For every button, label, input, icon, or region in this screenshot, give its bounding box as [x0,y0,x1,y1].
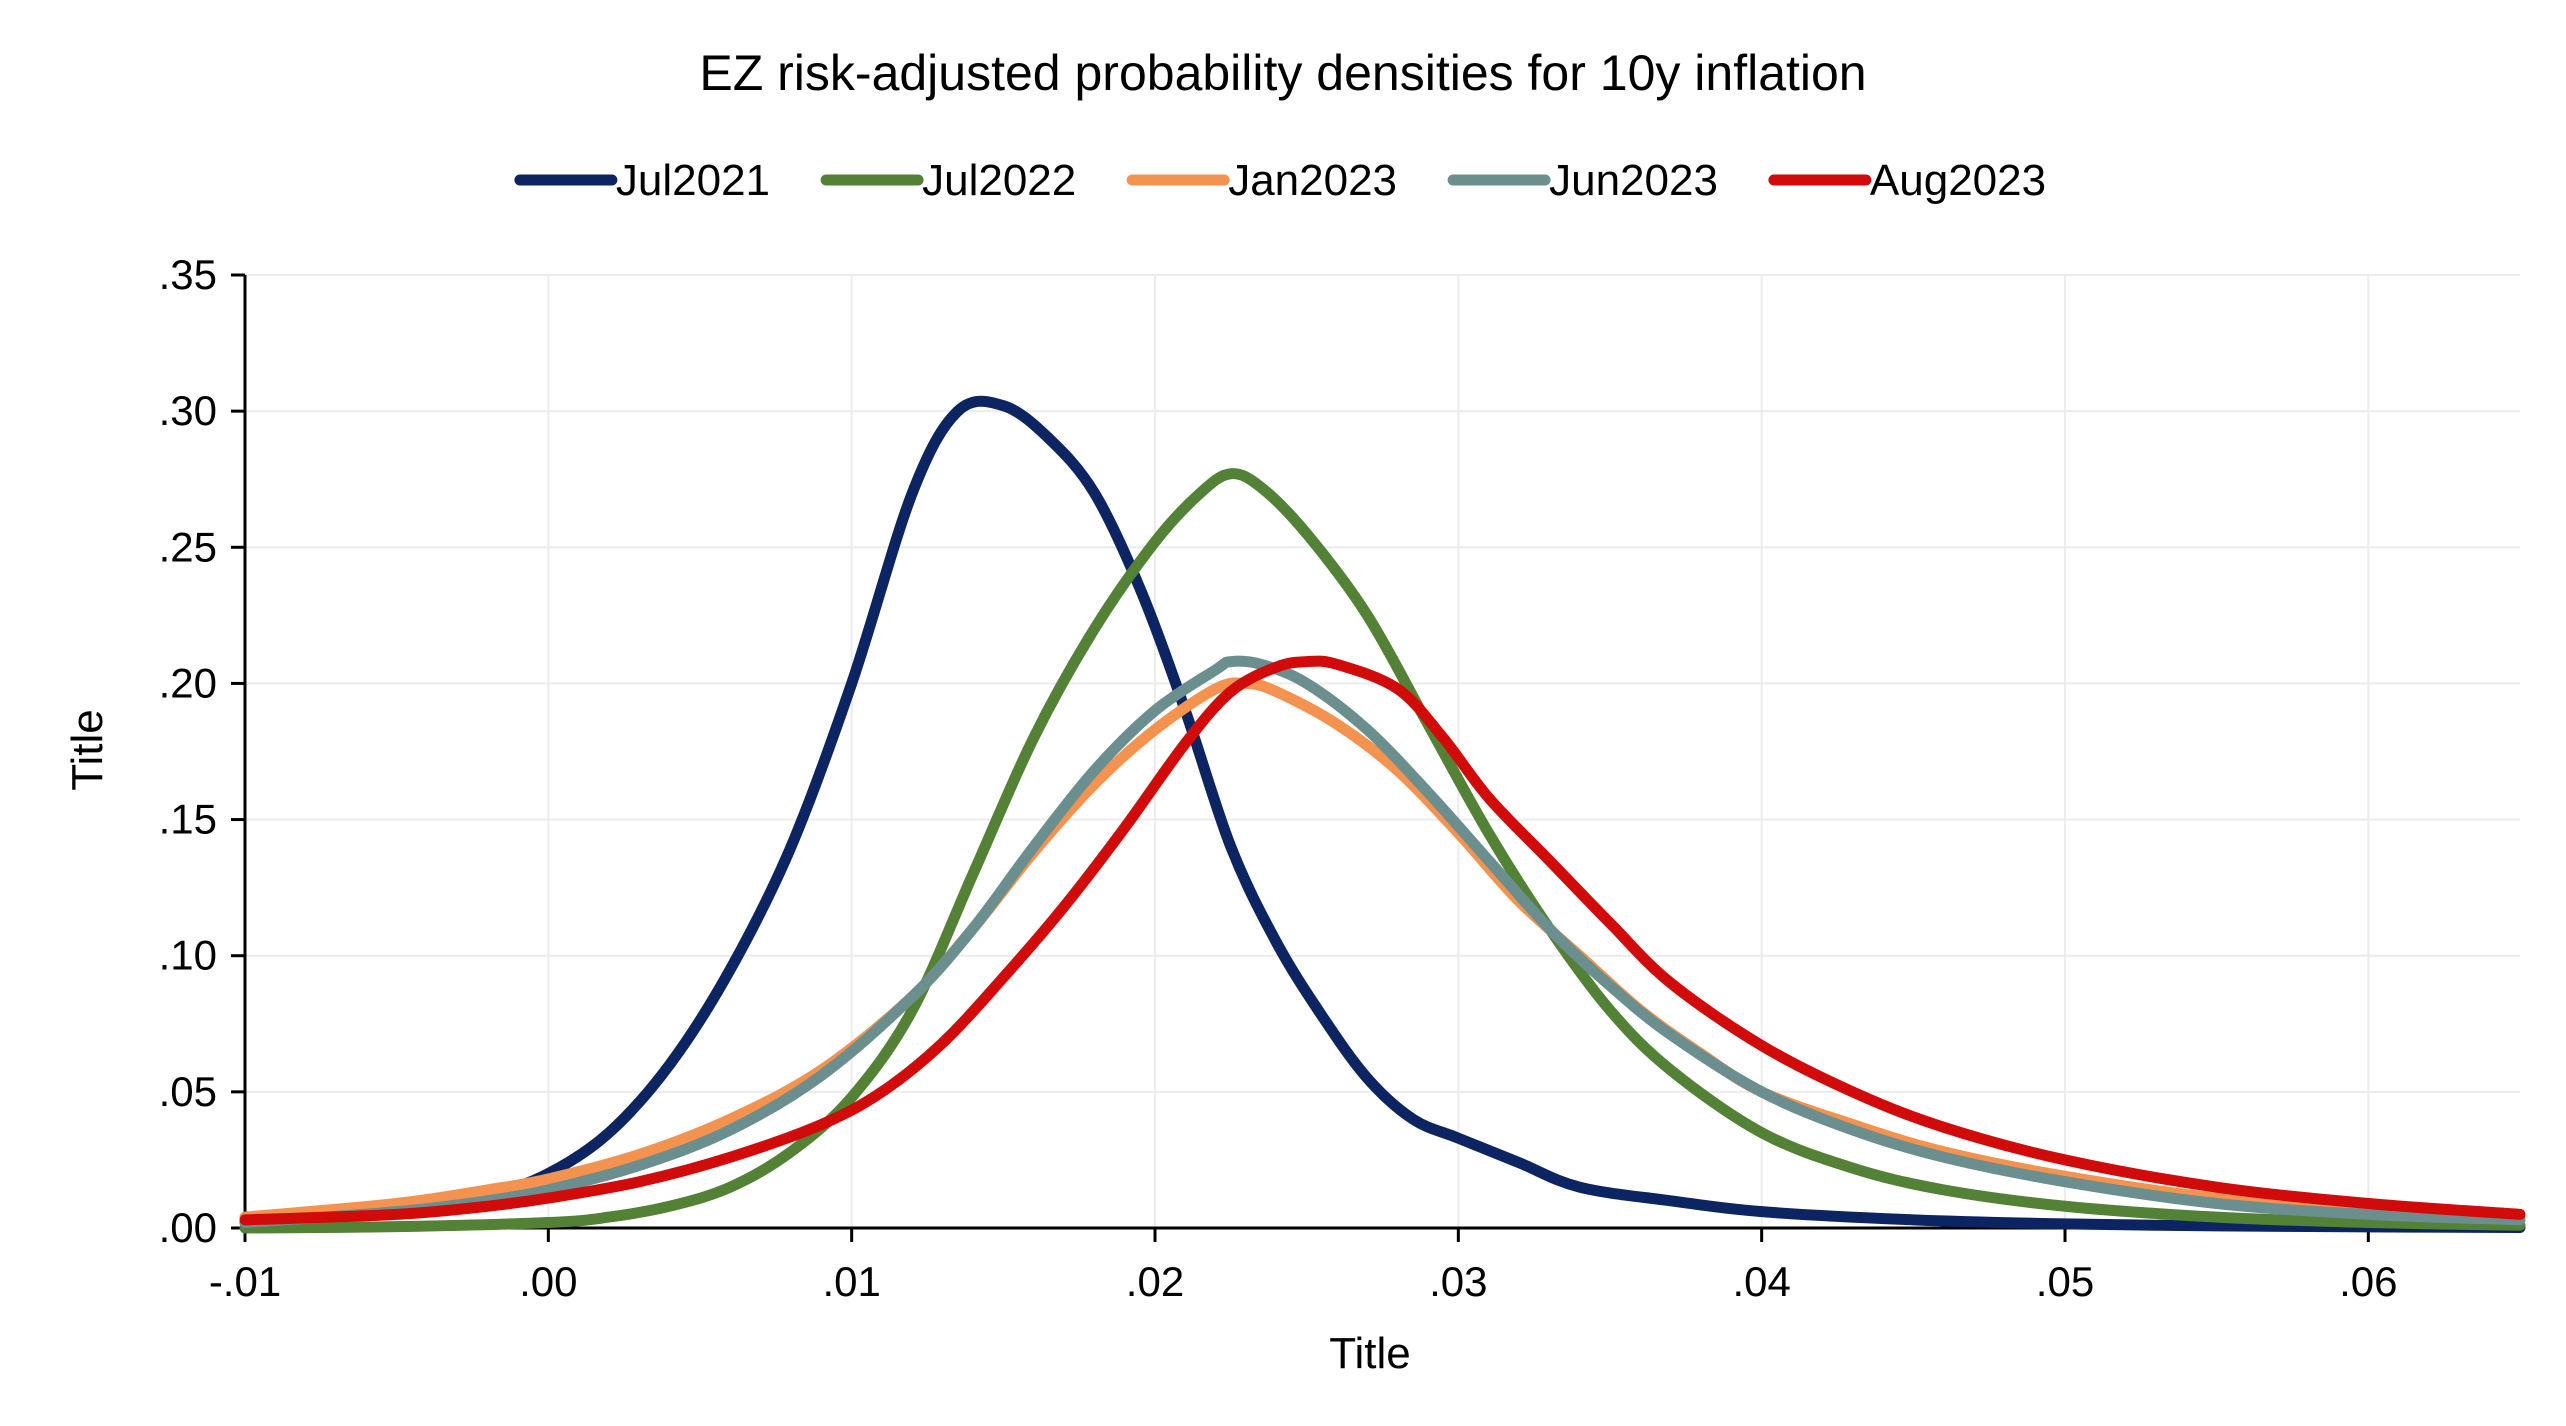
legend-item-jan2023: Jan2023 [1126,156,1397,205]
legend-label: Aug2023 [1870,156,2046,205]
y-tick-label: .20 [159,659,217,706]
y-axis-label: Title [63,709,112,791]
x-tick-label: .04 [1732,1258,1790,1305]
x-axis-label: Title [1329,1329,1411,1378]
y-tick-label: .05 [159,1068,217,1115]
x-tick-label: .01 [822,1258,880,1305]
x-tick-label: .02 [1126,1258,1184,1305]
x-tick-label: .00 [519,1258,577,1305]
legend-item-jul2022: Jul2022 [820,156,1076,205]
legend-label: Jul2021 [616,156,770,205]
x-tick-label: -.01 [209,1258,281,1305]
y-tick-label: .25 [159,523,217,570]
x-tick-label: .05 [2036,1258,2094,1305]
legend-item-jul2021: Jul2021 [514,156,770,205]
y-tick-label: .10 [159,932,217,979]
series-line-jun2023 [239,655,2526,1229]
legend-label: Jan2023 [1228,156,1397,205]
series-line-jul2022 [239,468,2526,1234]
tick-labels: .00 .05 .10 .15 .20 .25 .30 .35 -.01 .00 .01 .02 .03… [159,251,2398,1305]
y-tick-label: .15 [159,796,217,843]
y-tick-label: .35 [159,251,217,298]
legend-item-jun2023: Jun2023 [1447,156,1718,205]
chart-title: EZ risk-adjusted probability densities f… [699,45,1866,101]
x-tick-label: .03 [1429,1258,1487,1305]
legend-label: Jul2022 [922,156,1076,205]
y-tick-label: .30 [159,387,217,434]
series-line-jul2021 [239,395,2526,1233]
legend: Jul2021 Jul2022 Jan2023 Jun2023 Aug2023 [514,156,2046,205]
series-line-aug2023 [239,655,2526,1226]
legend-label: Jun2023 [1549,156,1718,205]
y-tick-label: .00 [159,1204,217,1251]
x-tick-label: .06 [2339,1258,2397,1305]
series-layer [239,395,2526,1234]
series-line-jan2023 [239,677,2526,1223]
legend-item-aug2023: Aug2023 [1768,156,2046,205]
